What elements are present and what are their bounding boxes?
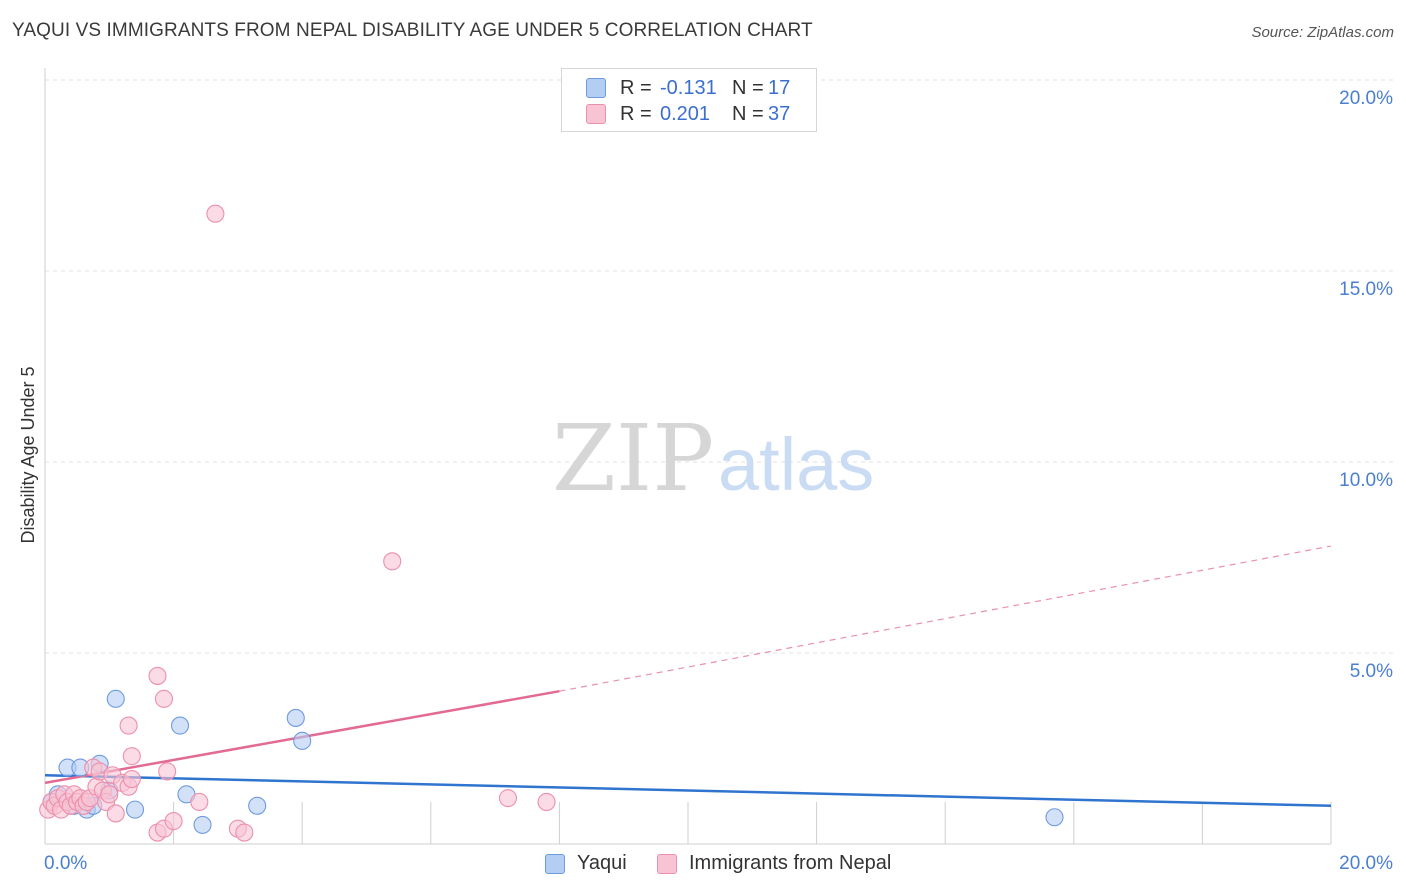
legend-item-nepal[interactable]: Immigrants from Nepal bbox=[657, 852, 891, 875]
legend-row-yaqui: R = -0.131 N = 17 bbox=[586, 75, 790, 101]
legend-r-label: R = bbox=[620, 102, 652, 125]
legend-n-label: N = bbox=[732, 102, 764, 125]
data-point bbox=[286, 708, 305, 727]
legend-label-yaqui: Yaqui bbox=[577, 852, 627, 874]
data-point bbox=[537, 792, 556, 812]
data-point bbox=[106, 804, 125, 823]
legend-row-nepal: R = 0.201 N = 37 bbox=[586, 101, 790, 127]
data-point bbox=[1045, 808, 1064, 827]
data-point bbox=[293, 731, 312, 750]
legend-r-value: 0.201 bbox=[660, 102, 711, 125]
data-point bbox=[125, 800, 145, 819]
data-point bbox=[158, 762, 177, 781]
data-point bbox=[148, 666, 167, 685]
nepal-swatch bbox=[586, 104, 606, 124]
legend-item-yaqui[interactable]: Yaqui bbox=[545, 852, 627, 875]
x-tick-label: 20.0% bbox=[1339, 853, 1393, 874]
trend-line-extended bbox=[559, 545, 1332, 692]
legend-r-label: R = bbox=[620, 76, 652, 99]
zipatlas-watermark: ZIP atlas bbox=[552, 405, 874, 512]
correlation-legend: R = -0.131 N = 17 R = 0.201 N = 37 bbox=[561, 68, 817, 132]
y-tick-label: 10.0% bbox=[1339, 470, 1393, 491]
trend-lines bbox=[44, 545, 1332, 808]
data-point bbox=[190, 792, 209, 812]
legend-n-value: 37 bbox=[768, 102, 791, 125]
data-point bbox=[383, 552, 402, 571]
y-tick-label: 15.0% bbox=[1339, 279, 1393, 300]
legend-n-label: N = bbox=[732, 76, 764, 99]
legend-r-value: -0.131 bbox=[660, 76, 717, 99]
yaqui-swatch bbox=[586, 78, 606, 98]
data-point bbox=[193, 815, 212, 834]
data-point bbox=[106, 689, 125, 708]
source-credit: Source: ZipAtlas.com bbox=[1251, 24, 1394, 41]
data-point bbox=[122, 770, 141, 789]
watermark-atlas: atlas bbox=[718, 423, 874, 506]
watermark-zip: ZIP bbox=[552, 405, 714, 512]
data-point bbox=[498, 789, 518, 808]
data-point bbox=[235, 823, 254, 842]
trend-line bbox=[44, 773, 1332, 808]
y-tick-label: 5.0% bbox=[1350, 661, 1393, 682]
y-axis-label: Disability Age Under 5 bbox=[18, 366, 38, 543]
tick-labels: 5.0% 10.0% 15.0% 20.0% 0.0% 20.0% bbox=[44, 88, 1393, 874]
axes bbox=[44, 68, 1332, 845]
data-point bbox=[100, 785, 119, 804]
data-point bbox=[119, 716, 138, 735]
series-legend: Yaqui Immigrants from Nepal bbox=[0, 852, 1406, 878]
data-point bbox=[122, 747, 141, 766]
y-tick-label: 20.0% bbox=[1339, 88, 1393, 109]
yaqui-swatch bbox=[545, 853, 565, 874]
data-point bbox=[170, 716, 190, 735]
x-tick-label: 0.0% bbox=[44, 853, 87, 874]
data-points bbox=[39, 204, 1064, 842]
legend-label-nepal: Immigrants from Nepal bbox=[689, 852, 892, 874]
nepal-swatch bbox=[657, 853, 677, 874]
chart-title: YAQUI VS IMMIGRANTS FROM NEPAL DISABILIT… bbox=[12, 20, 813, 41]
data-point bbox=[154, 689, 174, 708]
data-point bbox=[164, 812, 183, 831]
grid-lines bbox=[45, 79, 1393, 654]
legend-n-value: 17 bbox=[768, 76, 791, 99]
data-point bbox=[206, 204, 225, 223]
data-point bbox=[248, 796, 267, 815]
